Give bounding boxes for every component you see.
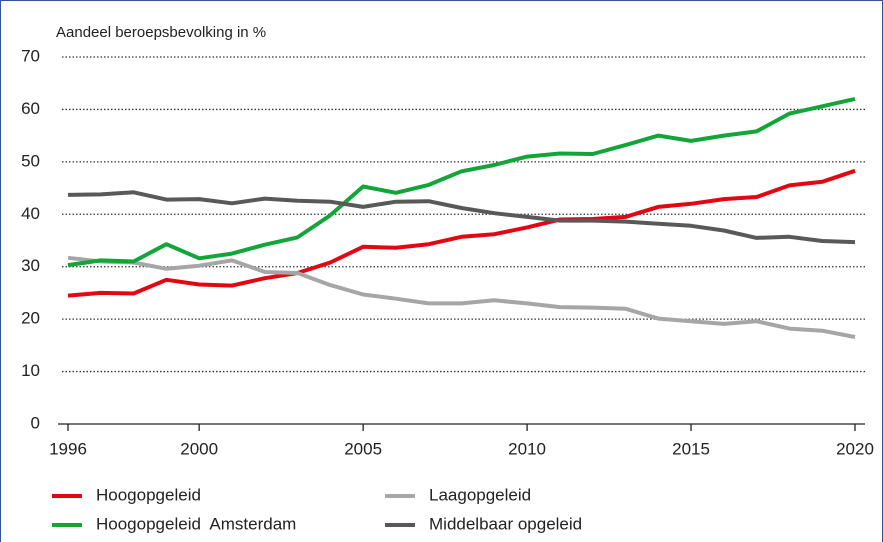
- legend-label: Middelbaar opgeleid: [429, 514, 582, 533]
- series-line: [67, 255, 856, 339]
- legend-label: Laagopgeleid: [429, 485, 531, 504]
- y-tick-label: 70: [21, 46, 40, 65]
- x-tick-label: 2020: [836, 439, 874, 458]
- x-tick-label: 1996: [49, 439, 87, 458]
- legend-label: Hoogopgeleid Amsterdam: [96, 514, 296, 533]
- x-tick-label: 2010: [508, 439, 546, 458]
- legend-label: Hoogopgeleid: [96, 485, 201, 504]
- y-tick-label: 10: [21, 361, 40, 380]
- y-tick-label: 60: [21, 99, 40, 118]
- series-line: [67, 190, 856, 245]
- y-tick-label: 0: [31, 413, 40, 432]
- x-tick-label: 2000: [180, 439, 218, 458]
- x-tick-label: 2005: [344, 439, 382, 458]
- series-line: [67, 96, 856, 268]
- y-tick-label: 50: [21, 151, 40, 170]
- y-axis-label: Aandeel beroepsbevolking in %: [56, 24, 266, 41]
- y-tick-label: 30: [21, 256, 40, 275]
- y-tick-label: 20: [21, 309, 40, 328]
- x-tick-label: 2015: [672, 439, 710, 458]
- series-line: [67, 168, 856, 298]
- y-tick-label: 40: [21, 204, 40, 223]
